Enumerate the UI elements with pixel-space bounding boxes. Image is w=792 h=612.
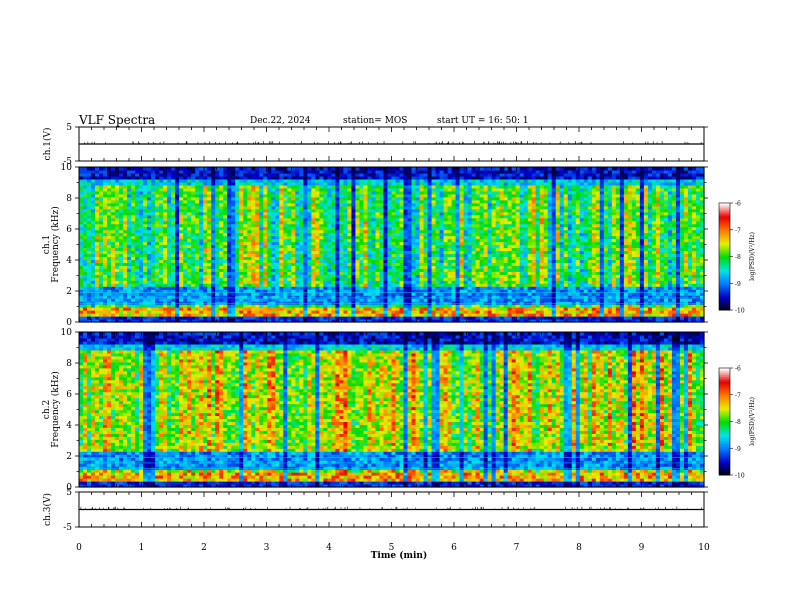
colorbar: -6 -7 -8 -9 -10 log(PSD)(V²/Hz) xyxy=(719,366,756,480)
x-tick-label: 9 xyxy=(639,543,645,553)
colorbar-tick-label: -7 xyxy=(735,227,741,234)
x-tick-label: 6 xyxy=(451,543,457,553)
y-tick-label: 8 xyxy=(66,194,72,204)
colorbar-label: log(PSD)(V²/Hz) xyxy=(749,232,756,281)
x-tick-label: 8 xyxy=(576,543,582,553)
colorbar-tick-label: -8 xyxy=(735,254,741,261)
colorbars: -6 -7 -8 -9 -10 log(PSD)(V²/Hz) -6 -7 -8 -9 -10 log… xyxy=(719,201,756,480)
x-tick-label: 10 xyxy=(698,543,710,553)
y-ticks: 5 -5 xyxy=(63,488,708,533)
y-tick-label: 10 xyxy=(61,163,73,173)
y-axis-label: Frequency (kHz) xyxy=(50,206,61,283)
colorbar-tick-label: -10 xyxy=(735,308,745,315)
x-tick-label: 4 xyxy=(326,543,332,553)
x-tick-label: 3 xyxy=(264,543,270,553)
x-axis-label: Time (min) xyxy=(371,550,428,561)
x-tick-label: 7 xyxy=(514,543,520,553)
y-axis-label: ch.1(V) xyxy=(42,128,53,161)
y-tick-label: 10 xyxy=(61,328,73,338)
y-tick-label: 2 xyxy=(66,452,72,462)
colorbar-tick-label: -10 xyxy=(735,473,745,480)
y-axis-label: Frequency (kHz) xyxy=(50,371,61,448)
colorbar-tick-label: -7 xyxy=(735,392,741,399)
x-tick-label: 2 xyxy=(201,543,207,553)
spectrogram-image xyxy=(79,167,705,323)
colorbar-tick-label: -6 xyxy=(735,201,741,208)
colorbar-label: log(PSD)(V²/Hz) xyxy=(749,397,756,446)
y-tick-label: 8 xyxy=(66,359,72,369)
colorbar-tick-label: -6 xyxy=(735,366,741,373)
colorbar-tick-label: -9 xyxy=(735,281,741,288)
ch3-voltage-panel: 5 -5 ch.3(V) xyxy=(42,488,708,533)
spectrogram-image xyxy=(79,332,705,488)
x-tick-label: 0 xyxy=(76,543,82,553)
y-tick-label: 6 xyxy=(66,225,72,235)
colorbar-tick-label: -8 xyxy=(735,419,741,426)
colorbar-tick-label: -9 xyxy=(735,446,741,453)
y-axis-label: ch.3(V) xyxy=(42,493,53,526)
y-tick-label: 5 xyxy=(66,488,72,498)
y-tick-label: 2 xyxy=(66,287,72,297)
y-tick-label: 6 xyxy=(66,390,72,400)
y-tick-label: 4 xyxy=(66,256,72,266)
y-tick-label: 4 xyxy=(66,421,72,431)
ch1-voltage-panel: 5-5 ch.1(V) xyxy=(42,123,708,167)
y-ticks: 5-5 xyxy=(63,123,708,167)
colorbar: -6 -7 -8 -9 -10 log(PSD)(V²/Hz) xyxy=(719,201,756,315)
x-tick-label: 1 xyxy=(139,543,145,553)
y-tick-label: -5 xyxy=(63,523,72,533)
y-tick-label: 0 xyxy=(66,318,72,328)
y-tick-label: 5 xyxy=(66,123,72,133)
